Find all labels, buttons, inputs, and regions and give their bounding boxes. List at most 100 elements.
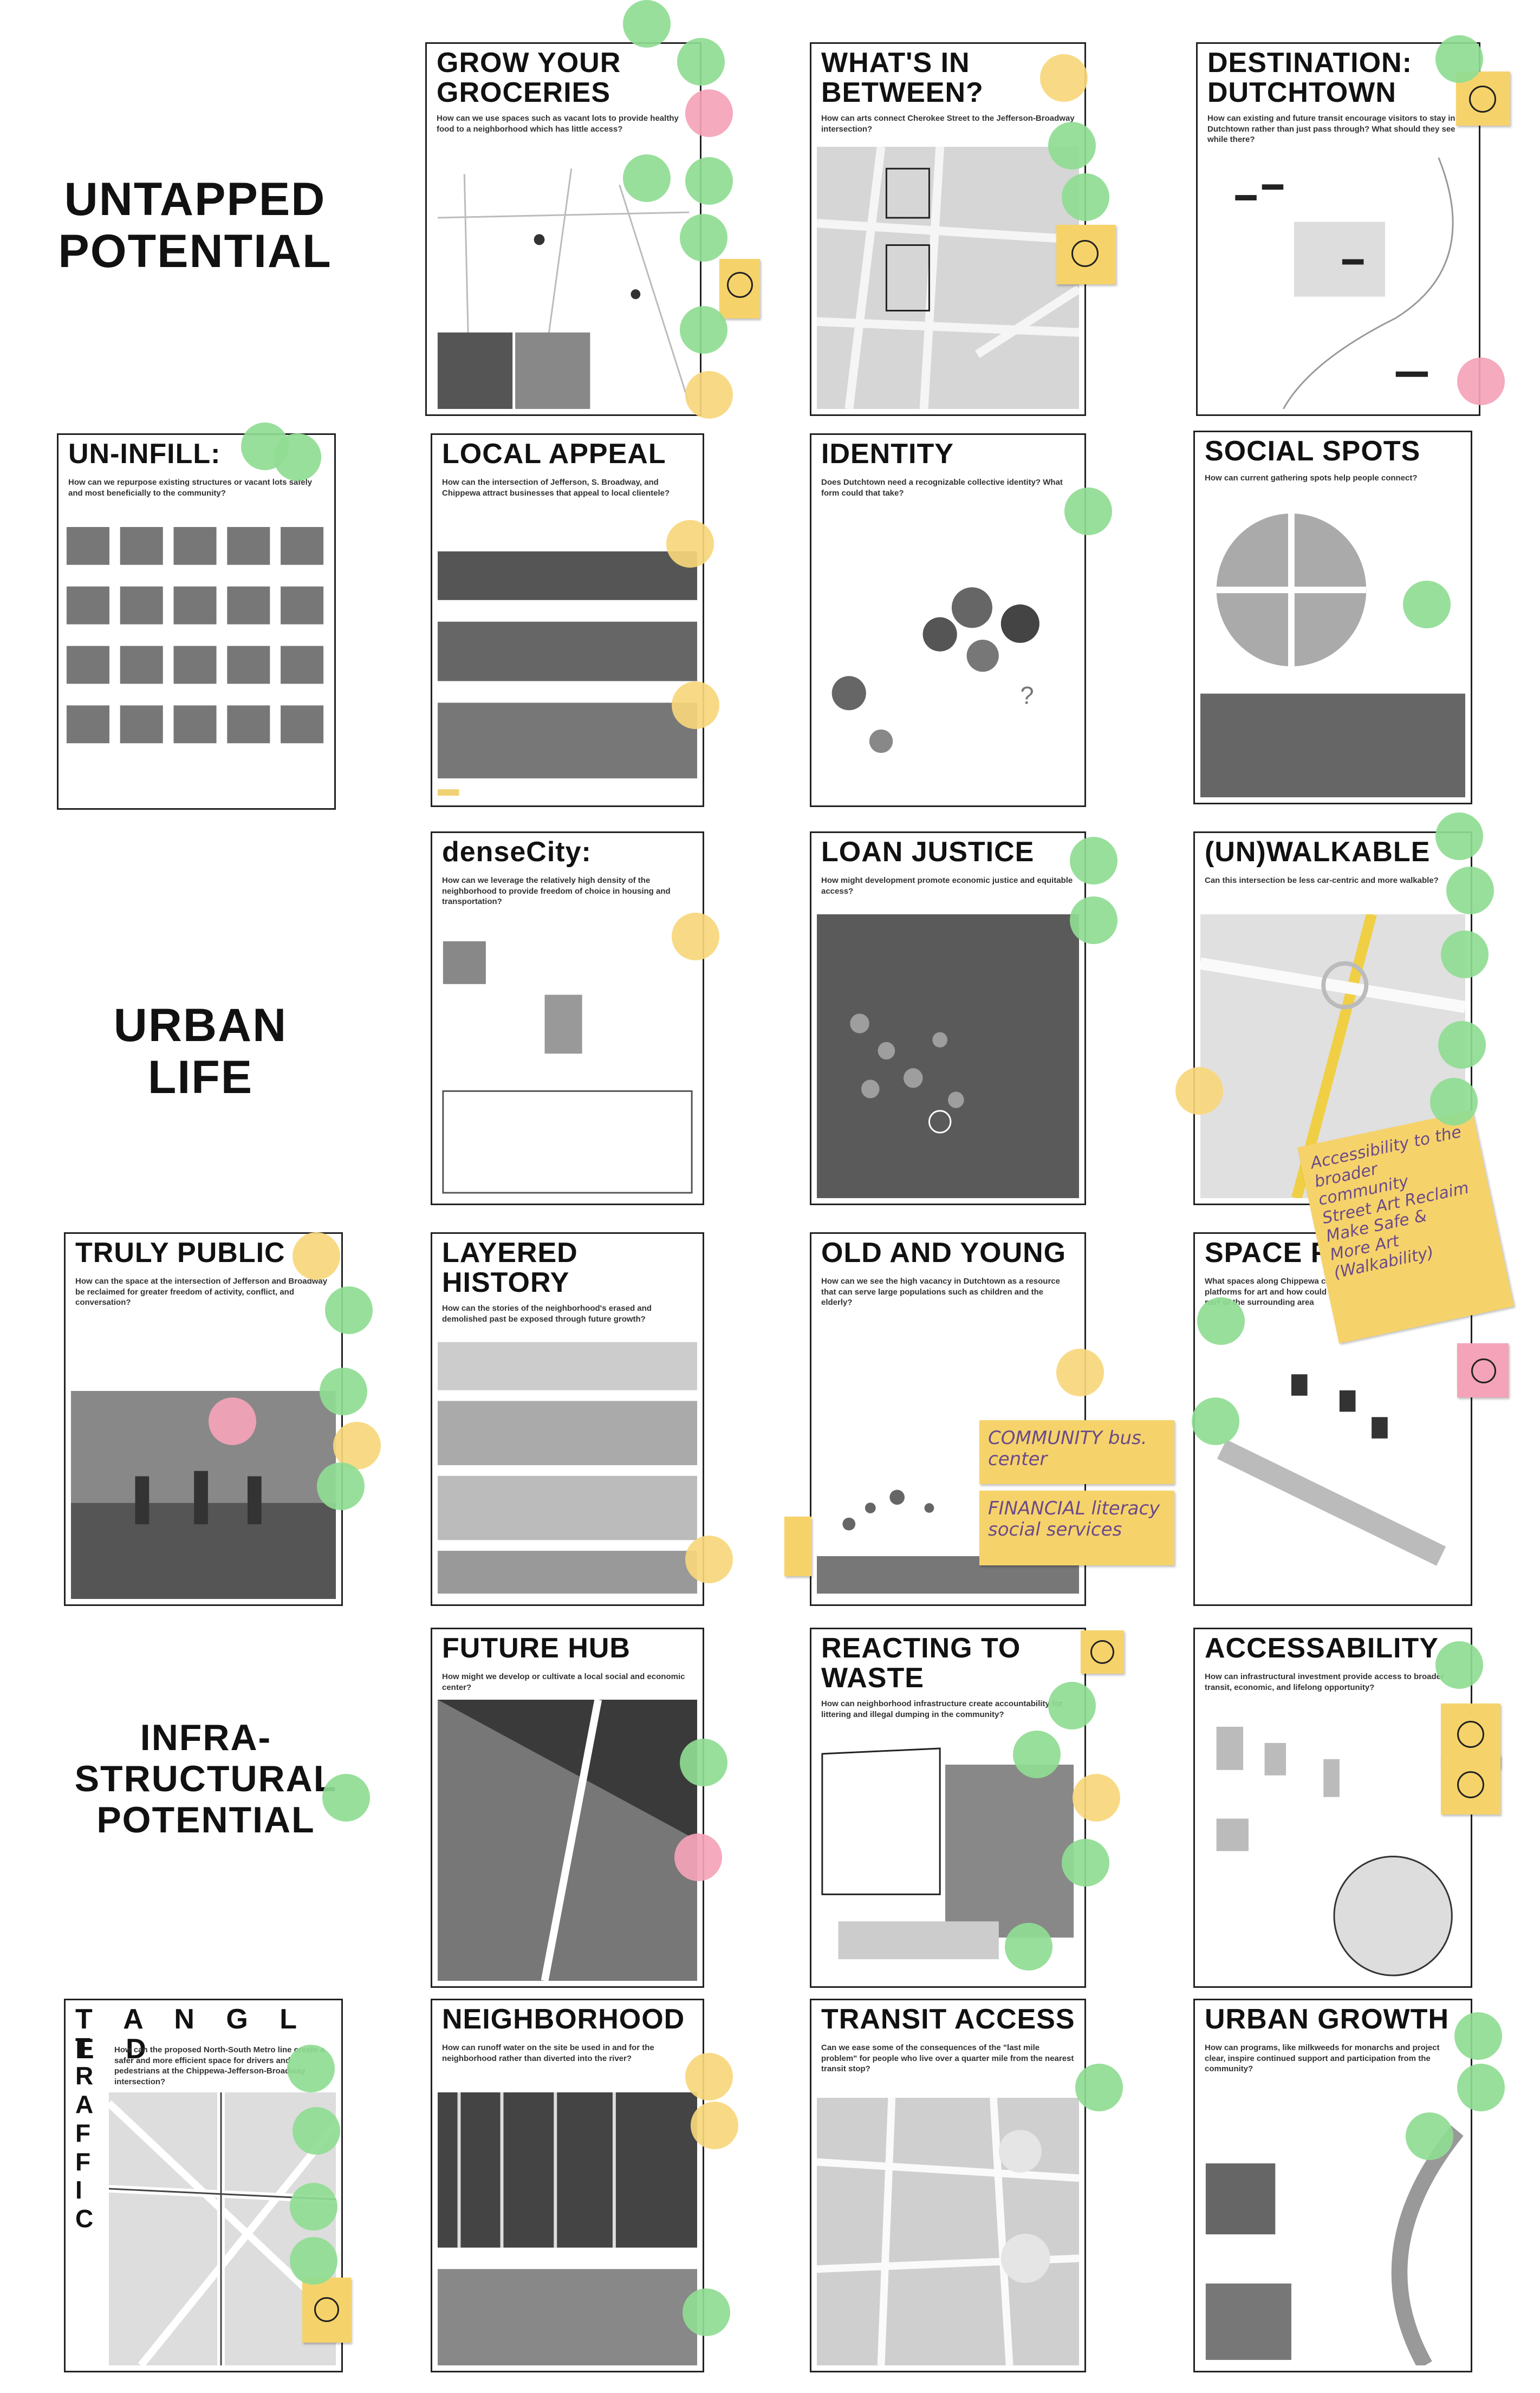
green-dot-sticker[interactable] (1064, 487, 1112, 535)
green-dot-sticker[interactable] (677, 38, 725, 86)
milkweed-garden-figure (1200, 2087, 1465, 2370)
circle-mark-icon (314, 2297, 339, 2322)
card-title: FUTURE HUB (442, 1633, 631, 1664)
yellow-dot-sticker[interactable] (293, 1232, 340, 1280)
green-dot-sticker[interactable] (1435, 35, 1483, 83)
card-question: How can existing and future transit enco… (1207, 114, 1455, 144)
green-dot-sticker[interactable] (1435, 1641, 1483, 1689)
green-dot-sticker[interactable] (322, 1774, 370, 1822)
yellow-dot-sticker[interactable] (685, 2053, 733, 2101)
green-dot-sticker[interactable] (1435, 812, 1483, 860)
card-identity[interactable]: IDENTITY Does Dutchtown need a recogniza… (810, 433, 1086, 807)
small-sticky-note[interactable] (1056, 225, 1116, 284)
small-sticky-note[interactable] (719, 259, 760, 318)
yellow-dot-sticker[interactable] (666, 520, 714, 568)
card-title: ACCESSABILITY (1205, 1633, 1439, 1664)
card-old-and-young[interactable]: OLD AND YOUNG How can we see the high va… (810, 1232, 1086, 1606)
card-layered-history[interactable]: LAYERED HISTORY How can the stories of t… (431, 1232, 704, 1606)
green-dot-sticker[interactable] (1070, 837, 1117, 885)
pink-dot-sticker[interactable] (685, 89, 733, 137)
pink-sticky-note[interactable] (1457, 1343, 1509, 1397)
card-loan-justice[interactable]: LOAN JUSTICE How might development promo… (810, 831, 1086, 1205)
card-urban-growth[interactable]: URBAN GROWTH How can programs, like milk… (1193, 1999, 1472, 2372)
green-dot-sticker[interactable] (1438, 1021, 1486, 1069)
small-sticky-note[interactable] (302, 2278, 351, 2343)
card-truly-public[interactable]: TRULY PUBLIC How can the space at the in… (64, 1232, 343, 1606)
card-question: How might we develop or cultivate a loca… (442, 1672, 685, 1692)
yellow-dot-sticker[interactable] (1073, 1774, 1120, 1822)
green-dot-sticker[interactable] (317, 1462, 365, 1510)
green-dot-sticker[interactable] (287, 2045, 335, 2092)
green-dot-sticker[interactable] (680, 214, 727, 262)
yellow-dot-sticker[interactable] (672, 913, 719, 960)
yellow-dot-sticker[interactable] (672, 681, 719, 729)
green-dot-sticker[interactable] (1454, 2012, 1502, 2060)
card-question: How can we see the high vacancy in Dutch… (821, 1277, 1060, 1307)
card-title: OLD AND YOUNG (821, 1237, 1067, 1269)
green-dot-sticker[interactable] (685, 157, 733, 205)
green-dot-sticker[interactable] (1062, 1839, 1109, 1887)
green-dot-sticker[interactable] (683, 2288, 730, 2336)
yellow-dot-sticker[interactable] (685, 1536, 733, 1583)
green-dot-sticker[interactable] (1005, 1923, 1052, 1971)
green-dot-sticker[interactable] (680, 1739, 727, 1786)
dumping-map-figure (817, 1743, 1079, 1981)
green-dot-sticker[interactable] (623, 0, 671, 48)
card-densecity[interactable]: denseCity: How can we leverage the relat… (431, 831, 704, 1205)
yellow-dot-sticker[interactable] (1175, 1067, 1223, 1115)
green-dot-sticker[interactable] (680, 306, 727, 354)
note-text: FINANCIAL literacy social services (988, 1498, 1160, 1541)
green-dot-sticker[interactable] (1070, 896, 1117, 944)
green-dot-sticker[interactable] (320, 1368, 367, 1415)
card-title: SOCIAL SPOTS (1205, 435, 1421, 467)
circle-mark-icon (1469, 86, 1496, 113)
green-dot-sticker[interactable] (1197, 1297, 1245, 1345)
card-neighborhood-water[interactable]: NEIGHBORHOOD How can runoff water on the… (431, 1999, 704, 2372)
green-dot-sticker[interactable] (1441, 931, 1489, 978)
pink-dot-sticker[interactable] (1457, 357, 1505, 405)
card-reacting-to-waste[interactable]: REACTING TO WASTE How can neighborhood i… (810, 1628, 1086, 1988)
green-dot-sticker[interactable] (1075, 2064, 1123, 2111)
pink-dot-sticker[interactable] (209, 1397, 256, 1445)
yellow-dot-sticker[interactable] (1040, 54, 1088, 102)
green-dot-sticker[interactable] (623, 154, 671, 202)
accessibility-diagram (1200, 1711, 1465, 1981)
green-dot-sticker[interactable] (1048, 1682, 1096, 1729)
card-question: How can we repurpose existing structures… (68, 478, 313, 498)
green-dot-sticker[interactable] (290, 2183, 337, 2231)
green-dot-sticker[interactable] (1013, 1731, 1061, 1778)
green-dot-sticker[interactable] (274, 433, 321, 481)
small-sticky-note[interactable] (1081, 1630, 1124, 1674)
card-whats-in-between[interactable]: WHAT'S IN BETWEEN? How can arts connect … (810, 42, 1086, 416)
card-destination-dutchtown[interactable]: DESTINATION: DUTCHTOWN How can existing … (1196, 42, 1480, 416)
card-accessability[interactable]: ACCESSABILITY How can infrastructural in… (1193, 1628, 1472, 1988)
small-sticky-note[interactable] (1441, 1755, 1500, 1815)
yellow-dot-sticker[interactable] (685, 371, 733, 419)
intersection-diagram (1200, 508, 1465, 797)
card-transit-access[interactable]: TRANSIT ACCESS Can we ease some of the c… (810, 1999, 1086, 2372)
card-grow-your-groceries[interactable]: GROW YOUR GROCERIES How can we use space… (425, 42, 701, 416)
card-local-appeal[interactable]: LOCAL APPEAL How can the intersection of… (431, 433, 704, 807)
green-dot-sticker[interactable] (1192, 1397, 1239, 1445)
yellow-dot-sticker[interactable] (691, 2102, 738, 2149)
yellow-dot-sticker[interactable] (1056, 1349, 1104, 1396)
small-sticky-note[interactable] (784, 1517, 811, 1576)
sticky-note-community-business[interactable]: COMMUNITY bus. center (979, 1420, 1174, 1484)
green-dot-sticker[interactable] (1048, 122, 1096, 170)
pink-dot-sticker[interactable] (674, 1833, 722, 1881)
public-gathering-photo (71, 1391, 336, 1599)
green-dot-sticker[interactable] (1446, 867, 1494, 914)
card-un-infill[interactable]: UN-INFILL: How can we repurpose existing… (57, 433, 336, 810)
sticky-note-financial-literacy[interactable]: FINANCIAL literacy social services (979, 1491, 1174, 1565)
green-dot-sticker[interactable] (1457, 2064, 1505, 2111)
card-title: denseCity: (442, 836, 592, 868)
green-dot-sticker[interactable] (1406, 2112, 1453, 2160)
card-future-hub[interactable]: FUTURE HUB How might we develop or culti… (431, 1628, 704, 1988)
green-dot-sticker[interactable] (1062, 173, 1109, 221)
green-dot-sticker[interactable] (290, 2237, 337, 2285)
green-dot-sticker[interactable] (1430, 1078, 1478, 1126)
yellow-dot-sticker[interactable] (333, 1422, 381, 1469)
green-dot-sticker[interactable] (1403, 581, 1451, 628)
green-dot-sticker[interactable] (293, 2107, 340, 2155)
green-dot-sticker[interactable] (325, 1286, 373, 1334)
